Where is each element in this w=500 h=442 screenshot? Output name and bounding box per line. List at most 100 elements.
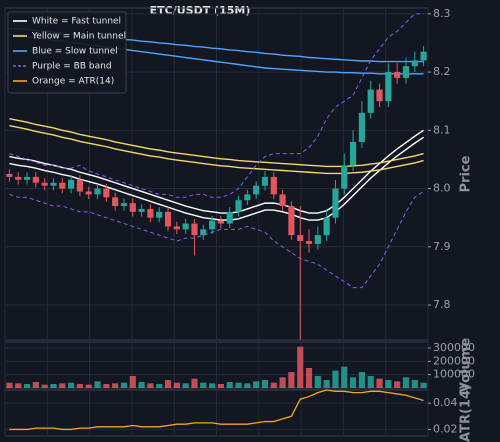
candle-body	[103, 188, 110, 198]
volume-bar	[288, 372, 295, 388]
y-tick-label: 8.1	[433, 123, 451, 136]
candle-body	[235, 200, 242, 212]
y-axis-title: ATR(14)	[459, 384, 474, 442]
y-tick-label: 0.04	[433, 396, 458, 409]
y-axis-title: Volume	[459, 338, 474, 393]
volume-bar	[358, 372, 365, 388]
candle-body	[164, 211, 172, 227]
volume-bar	[120, 382, 128, 388]
y-tick-label: 8.2	[433, 65, 451, 78]
candle-body	[50, 182, 57, 186]
volume-bar	[191, 378, 198, 388]
candle-body	[376, 89, 383, 102]
candle-body	[59, 182, 66, 189]
candle-body	[367, 89, 374, 113]
volume-bar	[332, 370, 339, 388]
candle-body	[394, 72, 401, 78]
volume-bar	[112, 383, 119, 388]
volume-bar	[138, 382, 145, 388]
volume-bar	[305, 368, 313, 388]
candle-body	[191, 223, 198, 236]
legend-label: Blue = Slow tunnel	[32, 47, 118, 57]
candle-body	[323, 217, 330, 236]
volume-bar	[297, 346, 304, 388]
legend-label: Orange = ATR(14)	[32, 77, 114, 87]
candle-body	[385, 72, 392, 102]
volume-bar	[402, 377, 410, 388]
volume-bar	[41, 384, 48, 388]
volume-bar	[209, 383, 216, 388]
candle-body	[217, 220, 224, 224]
volume-bar	[147, 383, 154, 388]
volume-bar	[217, 384, 224, 388]
candle-body	[138, 208, 145, 212]
candle-body	[358, 112, 365, 142]
candle-body	[332, 188, 339, 218]
volume-bar	[103, 384, 110, 388]
candle-body	[32, 176, 39, 183]
legend-label: Purple = BB band	[32, 62, 112, 72]
volume-bar	[173, 382, 180, 388]
candle-body	[261, 176, 269, 186]
candle-body	[341, 165, 348, 189]
candle-body	[41, 182, 48, 186]
y-axis-title: Price	[459, 155, 474, 192]
candle-body	[68, 179, 75, 189]
candle-body	[156, 211, 163, 218]
volume-bar	[85, 384, 92, 388]
chart-title: ETC/USDT (15M)	[150, 4, 251, 17]
volume-bar	[279, 377, 286, 388]
y-tick-label: 300000	[433, 341, 475, 354]
candle-body	[314, 235, 321, 244]
candle-body	[297, 235, 304, 241]
y-tick-label: 8.3	[433, 7, 451, 20]
volume-bar	[261, 380, 269, 388]
volume-bar	[314, 376, 321, 388]
candle-body	[15, 176, 22, 180]
candle-body	[182, 223, 189, 230]
candle-body	[279, 194, 286, 207]
candle-body	[76, 179, 83, 192]
indicator-lower	[9, 191, 424, 289]
volume-bar	[23, 384, 31, 388]
candle-body	[411, 60, 418, 67]
volume-bar	[253, 381, 260, 388]
y-tick-label: 8.0	[433, 182, 451, 195]
volume-bar	[376, 378, 383, 388]
volume-bar	[385, 380, 392, 388]
volume-bar	[226, 382, 233, 388]
volume-bar	[270, 382, 277, 388]
volume-bar	[76, 384, 83, 388]
volume-bar	[350, 377, 357, 388]
candle-body	[209, 220, 216, 230]
volume-bar	[341, 366, 348, 388]
candle-body	[402, 66, 410, 78]
candle-body	[350, 141, 357, 166]
atr-line	[9, 389, 424, 431]
volume-bar	[235, 382, 242, 388]
volume-bar	[200, 382, 207, 388]
volume-bar	[32, 382, 39, 388]
volume-bar	[244, 383, 251, 388]
legend-label: Yellow = Main tunnel	[31, 32, 126, 42]
indicator-lower	[9, 136, 424, 221]
candle-body	[85, 191, 92, 195]
legend-label: White = Fast tunnel	[32, 17, 121, 27]
candle-body	[244, 194, 251, 201]
volume-bar	[156, 384, 163, 388]
legend-box	[7, 11, 127, 94]
candle-body	[6, 174, 13, 177]
volume-bar	[68, 382, 75, 388]
candle-body	[173, 226, 180, 230]
volume-bar	[164, 380, 172, 388]
volume-bar	[394, 381, 401, 388]
y-tick-label: 0.02	[433, 422, 458, 435]
volume-bar	[182, 383, 189, 388]
indicator-upper	[9, 13, 424, 198]
volume-bar	[323, 380, 330, 388]
candle-body	[112, 197, 119, 207]
volume-bar	[15, 383, 22, 388]
candle-body	[120, 203, 128, 207]
candle-body	[305, 240, 313, 244]
candle-body	[147, 208, 154, 218]
